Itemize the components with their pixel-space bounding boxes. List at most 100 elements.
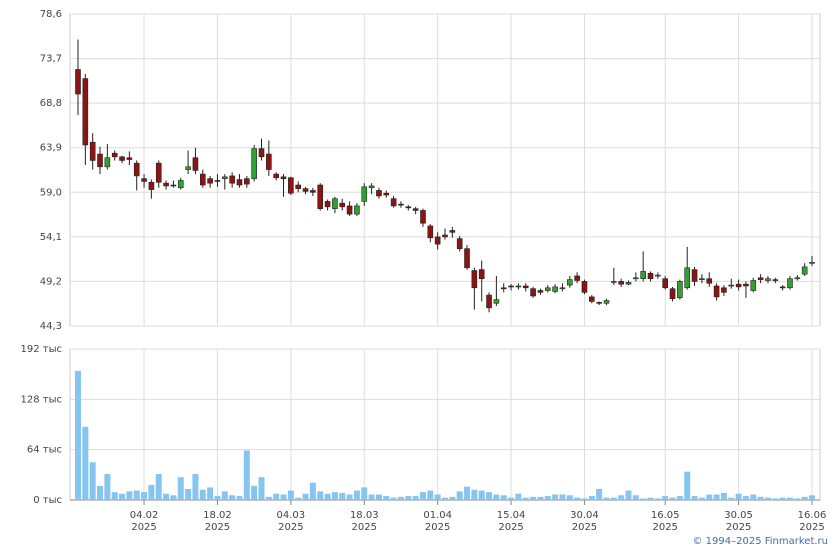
candle-body <box>163 182 169 187</box>
volume-bar <box>148 485 155 500</box>
credit: © 1994–2025 Finmarket.ru <box>692 536 828 547</box>
volume-bar <box>515 493 522 500</box>
candle-body <box>104 157 111 168</box>
volume-bar <box>757 496 764 500</box>
volume-bar <box>742 496 749 500</box>
candle-body <box>478 269 485 279</box>
candle-body <box>258 148 265 158</box>
y-tick-label: 49,2 <box>40 276 62 287</box>
candle-body <box>251 148 257 179</box>
volume-bar <box>111 492 118 500</box>
candle-body <box>801 266 808 275</box>
candle-body <box>559 287 566 290</box>
y-tick-label: 59,0 <box>40 187 62 198</box>
volume-bar <box>764 497 771 500</box>
volume-bar <box>199 489 206 500</box>
volume-bar <box>662 496 669 500</box>
volume-bar <box>625 490 632 500</box>
volume-bar <box>104 474 111 500</box>
candle-body <box>611 281 617 283</box>
volume-bar <box>735 493 742 500</box>
volume-bar <box>786 497 793 500</box>
volume-bar <box>317 491 324 500</box>
candle-body <box>669 288 676 300</box>
candle-body <box>596 302 602 304</box>
volume-bar <box>801 496 808 500</box>
volume-bar <box>383 496 390 500</box>
y-tick-label: 73,7 <box>40 54 62 65</box>
candle-body <box>552 286 558 292</box>
candle-body <box>317 184 324 209</box>
candle-body <box>772 279 779 281</box>
candle-body <box>728 284 735 287</box>
candle-body <box>647 272 654 279</box>
candle-body <box>89 141 96 161</box>
candle-body <box>434 236 441 245</box>
volume-bar <box>654 498 661 500</box>
candle-body <box>376 190 382 197</box>
volume-bar <box>720 492 727 500</box>
candle-body <box>699 278 705 280</box>
candle-body <box>508 285 514 288</box>
candle-body <box>471 270 478 289</box>
volume-bar <box>581 498 588 500</box>
volume-bar <box>163 493 170 500</box>
volume-bar <box>339 492 346 500</box>
candle-body <box>354 205 360 215</box>
volume-bar <box>779 497 786 500</box>
volume-bar <box>449 496 456 500</box>
volume-bar <box>397 496 404 500</box>
volume-bar <box>221 491 228 500</box>
volume-bar <box>412 496 419 500</box>
candle-body <box>266 153 272 170</box>
volume-bar <box>375 494 382 500</box>
candle-body <box>390 198 397 207</box>
volume-bar <box>324 493 331 500</box>
candle-body <box>691 269 698 282</box>
candle-body <box>706 278 713 284</box>
volume-bar <box>728 497 735 500</box>
candle-body <box>199 173 206 186</box>
candle-body <box>273 173 279 179</box>
x-tick-label: 15.04 2025 <box>497 510 526 533</box>
volume-bar <box>706 494 713 500</box>
candle-body <box>148 181 155 190</box>
candle-body <box>177 180 184 189</box>
candle-body <box>486 294 492 309</box>
volume-bar <box>141 492 148 500</box>
candle-body <box>310 190 316 193</box>
volume-bar <box>419 492 426 500</box>
volume-bar <box>794 498 801 500</box>
candle-body <box>765 278 771 281</box>
volume-bar <box>750 494 757 500</box>
volume-bar <box>126 491 133 500</box>
candle-body <box>346 205 353 215</box>
candle-body <box>383 192 390 196</box>
candle-body <box>721 287 727 293</box>
candle-body <box>618 281 624 285</box>
candle-body <box>420 210 426 224</box>
candle-body <box>787 278 793 289</box>
volume-bar <box>596 488 603 500</box>
candle-body <box>530 288 536 297</box>
volume-bar <box>177 477 184 500</box>
candle-body <box>449 230 456 233</box>
volume-bar <box>456 491 463 500</box>
volume-bar <box>500 495 507 500</box>
y-tick-label: 54,1 <box>40 232 62 243</box>
volume-bar <box>236 496 243 500</box>
candle-body <box>464 248 470 269</box>
volume-bar <box>97 485 104 500</box>
x-tick-label: 01.04 2025 <box>423 510 452 533</box>
volume-bar <box>471 489 478 500</box>
volume-bar <box>119 493 126 500</box>
volume-bar <box>82 426 89 500</box>
candle-body <box>111 152 118 158</box>
candle-body <box>126 157 133 160</box>
volume-bar <box>537 496 544 500</box>
candle-body <box>412 208 419 211</box>
volume-bar <box>309 482 316 500</box>
candle-body <box>442 234 448 238</box>
candle-body <box>655 274 661 277</box>
